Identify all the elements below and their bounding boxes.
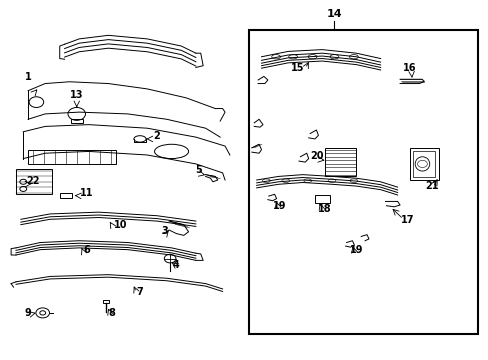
Bar bbox=[412, 151, 434, 177]
Text: 13: 13 bbox=[70, 90, 83, 100]
Text: 14: 14 bbox=[326, 9, 342, 19]
Bar bbox=[409, 148, 438, 180]
Text: 9: 9 bbox=[25, 309, 31, 319]
Bar bbox=[324, 148, 356, 176]
Text: 2: 2 bbox=[153, 131, 160, 141]
Text: 10: 10 bbox=[114, 220, 127, 230]
Text: 3: 3 bbox=[161, 226, 167, 236]
Text: 17: 17 bbox=[400, 215, 413, 225]
Text: 1: 1 bbox=[25, 72, 31, 82]
Text: 16: 16 bbox=[402, 63, 416, 73]
Bar bbox=[16, 169, 52, 194]
Text: 19: 19 bbox=[272, 201, 285, 211]
Text: 22: 22 bbox=[26, 176, 40, 185]
Text: 21: 21 bbox=[424, 181, 438, 191]
Text: 5: 5 bbox=[195, 165, 201, 175]
Bar bbox=[71, 119, 82, 123]
Bar bbox=[249, 30, 477, 334]
Text: 11: 11 bbox=[80, 188, 93, 198]
Text: 6: 6 bbox=[83, 244, 90, 255]
Text: 15: 15 bbox=[291, 63, 304, 73]
Text: 8: 8 bbox=[109, 309, 116, 319]
Text: 7: 7 bbox=[136, 287, 143, 297]
Bar bbox=[314, 195, 329, 203]
Text: 4: 4 bbox=[173, 260, 180, 270]
Text: 18: 18 bbox=[317, 204, 331, 214]
Bar bbox=[102, 300, 109, 303]
Text: 20: 20 bbox=[310, 150, 324, 161]
Text: 19: 19 bbox=[349, 245, 362, 255]
Bar bbox=[60, 193, 72, 198]
Bar bbox=[28, 150, 116, 164]
